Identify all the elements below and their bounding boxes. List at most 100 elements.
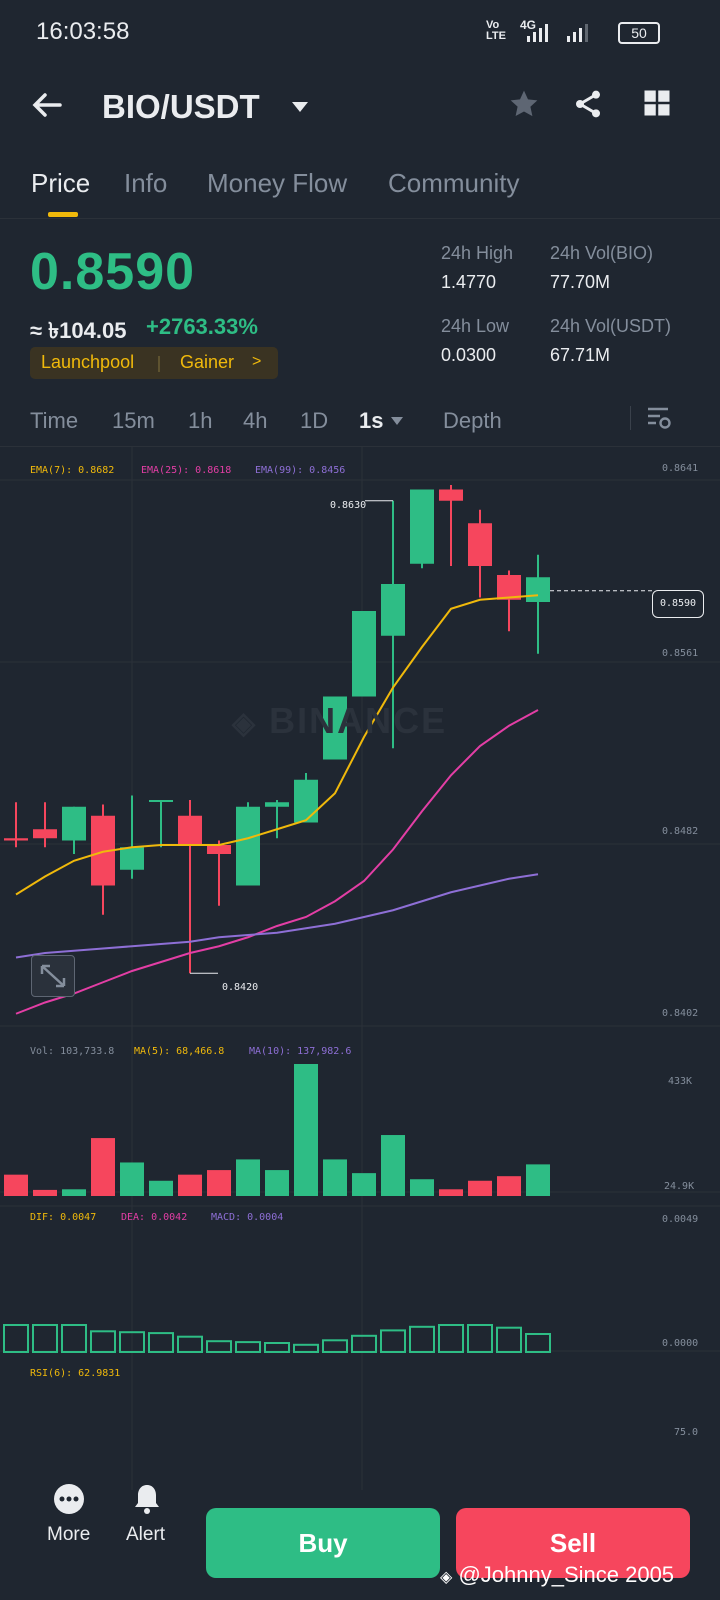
candle-body [236,806,260,886]
chevron-down-icon[interactable] [290,98,310,119]
candle-body [4,838,28,841]
share-icon[interactable] [572,88,604,128]
tab-community[interactable]: Community [388,168,520,198]
vol-usdt-value: 67.71M [550,345,611,365]
pair-title[interactable]: BIO/USDT [102,88,260,125]
binance-watermark: ◈ BINANCE [232,700,448,741]
ema99-line [15,873,539,959]
active-tab-indicator [48,212,78,217]
candle-body [33,829,57,839]
volume-bar [33,1189,57,1196]
price-axis-label: 0.8482 [662,826,699,837]
last-price: 0.8590 [30,243,196,301]
signal-4g-label: 4G [520,18,537,32]
tab-money-flow[interactable]: Money Flow [207,168,348,198]
volume-bar [120,1162,144,1196]
macd-label: MACD: 0.0004 [211,1212,284,1223]
tf-time[interactable]: Time [30,408,79,433]
macd-bar [438,1324,464,1353]
bell-icon[interactable] [132,1482,162,1521]
rsi-axis-label: 75.0 [674,1427,699,1438]
volume-bar [207,1170,231,1196]
user-watermark: ◈ @Johnny_Since 2005 [440,1562,675,1587]
vol-bio-label: 24h Vol(BIO) [550,243,654,263]
macd-bar [322,1339,348,1353]
price-axis-label: 0.8561 [662,648,699,659]
volume-bar [352,1173,376,1196]
volume-bar [4,1174,28,1196]
candle-body [352,611,376,697]
macd-bar [235,1341,261,1353]
macd-bar [467,1324,493,1353]
macd-bar [293,1343,319,1353]
gainer-tag[interactable]: Gainer [180,352,235,372]
tf-15m[interactable]: 15m [112,408,155,433]
candle-body [294,779,318,823]
more-icon[interactable] [52,1482,86,1521]
star-icon[interactable] [508,88,540,128]
signal-icon [527,24,588,42]
volume-bar [439,1189,463,1196]
tf-depth[interactable]: Depth [443,408,502,433]
rsi-label: RSI(6): 62.9831 [30,1368,121,1379]
candle-body [120,847,144,870]
volume-bar [410,1179,434,1196]
macd-bar [90,1330,116,1353]
ema25-line [15,709,539,1015]
vol-bio-value: 77.70M [550,272,611,292]
candle-body [149,800,173,802]
back-arrow-icon[interactable] [30,88,64,131]
buy-button[interactable]: Buy [206,1508,440,1578]
grid-menu-icon[interactable] [642,88,672,126]
candle-body [381,584,405,636]
macd-bar [351,1334,377,1353]
macd-bar [148,1332,174,1353]
volume-bar [294,1064,318,1196]
tf-1s[interactable]: 1s [359,408,384,433]
vol-axis-label: 24.9K [664,1181,695,1192]
volte-icon: Vo LTE [486,19,506,42]
tab-info[interactable]: Info [124,168,168,198]
alert-label[interactable]: Alert [126,1524,166,1545]
launchpool-tag[interactable]: Launchpool [41,352,135,372]
dea-label: DEA: 0.0042 [121,1212,188,1223]
tf-1d[interactable]: 1D [300,408,329,433]
chart-settings-icon[interactable] [646,405,672,436]
macd-bar [525,1333,551,1353]
volume-bar [149,1180,173,1196]
high-label: 24h High [441,243,514,263]
expand-icon[interactable] [31,955,75,997]
candle-body [439,489,463,501]
candle-body [323,696,347,760]
fiat-price: ≈ ৳104.05 [30,318,127,343]
ma5-label: MA(5): 68,466.8 [134,1046,225,1057]
volume-bar [178,1174,202,1196]
more-label[interactable]: More [47,1524,91,1545]
candlestick-chart[interactable] [0,446,720,1490]
volume-bar [91,1138,115,1196]
candle-body [207,845,231,854]
macd-axis-label: 0.0049 [662,1214,699,1225]
volume-bar [323,1159,347,1196]
candle-body [468,523,492,566]
macd-axis-label: 0.0000 [662,1338,699,1349]
candle-body [265,802,289,807]
volume-bar [381,1135,405,1196]
tag-box[interactable] [30,347,278,379]
macd-bar [3,1324,29,1353]
tf-dropdown-icon[interactable] [390,413,404,431]
low-marker: 0.8420 [222,982,259,993]
candle-body [410,489,434,564]
price-axis-label: 0.8402 [662,1008,699,1019]
divider [630,406,631,430]
ma10-label: MA(10): 137,982.6 [249,1046,352,1057]
tab-price[interactable]: Price [31,168,91,198]
macd-bar [264,1342,290,1353]
sell-button[interactable]: Sell [456,1508,690,1578]
tf-4h[interactable]: 4h [243,408,268,433]
ema25-label: EMA(25): 0.8618 [141,465,232,476]
divider [0,446,720,447]
chevron-right-icon[interactable]: > [252,353,262,370]
price-axis-label: 0.8641 [662,463,699,474]
tf-1h[interactable]: 1h [188,408,213,433]
